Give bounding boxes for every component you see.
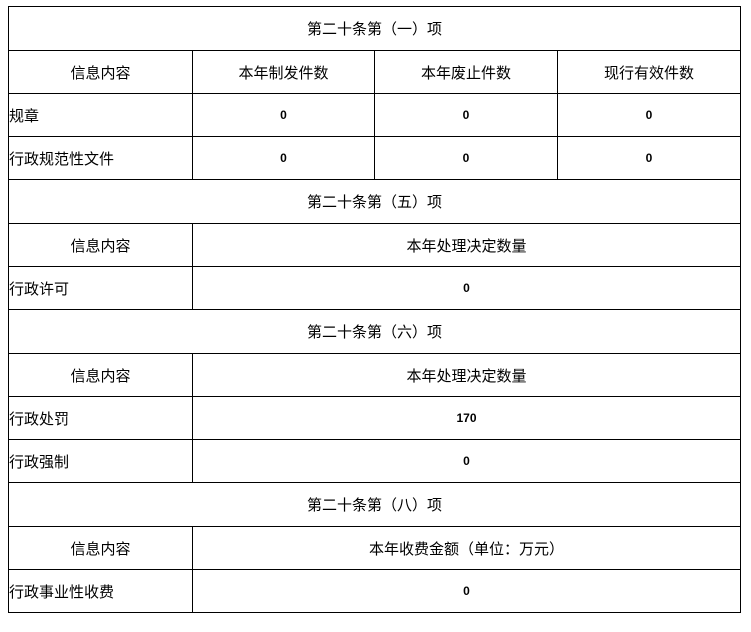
cell-value: 0 [556, 136, 742, 180]
table-row: 行政处罚 170 [8, 396, 742, 440]
cell-value: 0 [191, 569, 742, 613]
table-row: 行政许可 0 [8, 266, 742, 310]
cell-value: 0 [192, 136, 375, 180]
section-title: 第二十条第（六）项 [7, 309, 742, 354]
cell-value: 0 [374, 136, 558, 180]
table-row: 行政事业性收费 0 [8, 569, 742, 613]
cell-value: 0 [556, 93, 742, 137]
column-header: 信息内容 [8, 223, 193, 267]
section-title: 第二十条第（一）项 [7, 6, 742, 51]
section-8-header-row: 信息内容 本年收费金额（单位：万元） [8, 526, 742, 570]
row-label: 行政规范性文件 [8, 136, 193, 180]
section-6-header-row: 信息内容 本年处理决定数量 [8, 353, 742, 397]
section-title: 第二十条第（八）项 [7, 482, 742, 527]
section-1-header-row: 信息内容 本年制发件数 本年废止件数 现行有效件数 [8, 50, 742, 94]
section-5-header-row: 信息内容 本年处理决定数量 [8, 223, 742, 267]
column-header: 信息内容 [8, 50, 193, 94]
cell-value: 0 [192, 93, 375, 137]
row-label: 行政许可 [8, 266, 193, 310]
column-header: 信息内容 [8, 526, 193, 570]
column-header: 信息内容 [8, 353, 193, 397]
column-header: 本年处理决定数量 [191, 223, 742, 267]
cell-value: 0 [191, 266, 742, 310]
section-5-title-row: 第二十条第（五）项 [7, 179, 742, 224]
table-row: 行政规范性文件 0 0 0 [8, 136, 742, 180]
cell-value: 170 [191, 396, 742, 440]
cell-value: 0 [374, 93, 558, 137]
row-label: 行政强制 [8, 439, 193, 483]
disclosure-report-table: 第二十条第（一）项 信息内容 本年制发件数 本年废止件数 现行有效件数 规章 0… [7, 6, 742, 613]
column-header: 现行有效件数 [556, 50, 742, 94]
table-row: 规章 0 0 0 [8, 93, 742, 137]
row-label: 行政处罚 [8, 396, 193, 440]
column-header: 本年废止件数 [374, 50, 558, 94]
column-header: 本年处理决定数量 [191, 353, 742, 397]
row-label: 规章 [8, 93, 193, 137]
section-6-title-row: 第二十条第（六）项 [7, 309, 742, 354]
section-title: 第二十条第（五）项 [7, 179, 742, 224]
section-1-title-row: 第二十条第（一）项 [7, 6, 742, 51]
section-8-title-row: 第二十条第（八）项 [7, 482, 742, 527]
cell-value: 0 [191, 439, 742, 483]
column-header: 本年制发件数 [192, 50, 375, 94]
row-label: 行政事业性收费 [8, 569, 193, 613]
column-header: 本年收费金额（单位：万元） [191, 526, 742, 570]
table-row: 行政强制 0 [8, 439, 742, 483]
